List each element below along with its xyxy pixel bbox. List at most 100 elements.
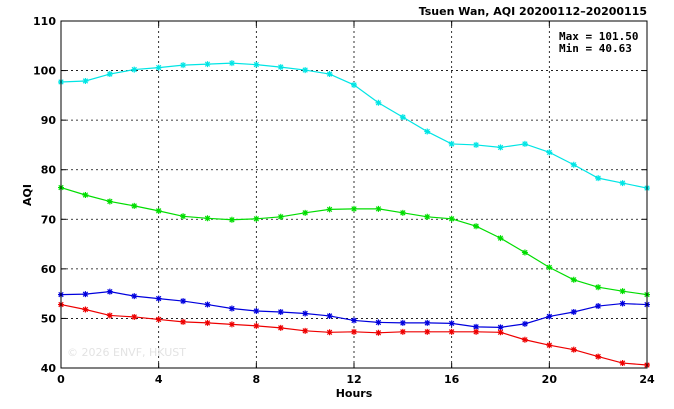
- data-point: [253, 61, 260, 68]
- data-point: [473, 323, 480, 330]
- y-tick-label: 50: [41, 312, 57, 325]
- series-4: [58, 301, 650, 369]
- min-stat: Min = 40.63: [559, 42, 632, 55]
- data-point: [570, 276, 577, 283]
- data-point: [448, 320, 455, 327]
- data-point: [399, 328, 406, 335]
- data-point: [82, 77, 89, 84]
- data-point: [155, 295, 162, 302]
- data-point: [546, 264, 553, 271]
- data-point: [82, 191, 89, 198]
- data-point: [497, 144, 504, 151]
- series-1: [58, 60, 650, 192]
- data-point: [375, 319, 382, 326]
- chart-title: Tsuen Wan, AQI 20200112–20200115: [419, 5, 647, 18]
- data-point: [277, 64, 284, 71]
- data-point: [277, 324, 284, 331]
- data-point: [619, 360, 626, 367]
- data-point: [521, 140, 528, 147]
- y-axis-label: AQI: [21, 184, 34, 206]
- data-point: [595, 175, 602, 182]
- x-tick-label: 4: [155, 373, 163, 386]
- data-point: [204, 61, 211, 68]
- data-point: [619, 288, 626, 295]
- data-point: [351, 328, 357, 335]
- data-point: [228, 216, 235, 223]
- data-point: [570, 161, 577, 168]
- y-tick-label: 110: [33, 15, 56, 28]
- data-point: [106, 312, 113, 319]
- data-point: [155, 316, 162, 323]
- data-point: [399, 114, 406, 121]
- data-point: [375, 205, 382, 212]
- data-point: [228, 60, 235, 67]
- data-point: [448, 215, 455, 222]
- data-point: [424, 213, 431, 220]
- data-point: [595, 303, 602, 310]
- x-tick-label: 24: [639, 373, 655, 386]
- data-point: [204, 215, 211, 222]
- data-point: [326, 71, 333, 78]
- x-tick-label: 20: [542, 373, 558, 386]
- x-axis-label: Hours: [336, 387, 373, 400]
- data-point: [326, 329, 333, 336]
- y-tick-label: 60: [41, 263, 57, 276]
- data-point: [326, 312, 333, 319]
- data-point: [180, 62, 187, 69]
- data-point: [228, 321, 235, 328]
- data-point: [180, 213, 187, 220]
- y-tick-label: 80: [41, 164, 57, 177]
- data-point: [302, 67, 309, 74]
- data-point: [82, 291, 89, 298]
- data-point: [619, 180, 626, 187]
- data-point: [155, 207, 162, 214]
- data-point: [595, 284, 602, 291]
- data-point: [277, 308, 284, 315]
- data-point: [204, 301, 211, 308]
- data-point: [399, 319, 406, 326]
- data-point: [253, 215, 260, 222]
- data-point: [424, 319, 431, 326]
- data-point: [375, 99, 382, 106]
- x-tick-label: 16: [444, 373, 460, 386]
- data-point: [131, 293, 138, 300]
- data-point: [277, 213, 284, 220]
- grid-lines: [61, 21, 647, 368]
- data-point: [106, 288, 113, 295]
- data-point: [351, 81, 357, 88]
- x-tick-label: 12: [346, 373, 361, 386]
- data-point: [424, 328, 431, 335]
- x-tick-label: 8: [253, 373, 261, 386]
- data-point: [448, 140, 455, 147]
- data-point: [521, 336, 528, 343]
- data-point: [106, 71, 113, 78]
- data-point: [228, 305, 235, 312]
- y-tick-label: 90: [41, 114, 57, 127]
- data-point: [546, 149, 553, 156]
- data-point: [131, 202, 138, 209]
- data-point: [473, 141, 480, 148]
- data-point: [131, 66, 138, 73]
- data-point: [595, 353, 602, 360]
- tick-layer: 0 4 8 12 16 20 24 40 50 60 70 80 90 100 110: [33, 15, 655, 386]
- data-point: [570, 308, 577, 315]
- data-point: [521, 320, 528, 327]
- data-point: [302, 327, 309, 334]
- data-point: [302, 209, 309, 216]
- max-stat: Max = 101.50: [559, 30, 638, 43]
- x-tick-label: 0: [57, 373, 65, 386]
- data-point: [155, 64, 162, 71]
- series-2: [58, 184, 650, 298]
- data-point: [253, 307, 260, 314]
- y-tick-label: 100: [33, 65, 56, 78]
- data-point: [570, 346, 577, 353]
- data-point: [204, 319, 211, 326]
- data-point: [473, 223, 480, 230]
- data-point: [131, 313, 138, 320]
- data-point: [497, 324, 504, 331]
- data-point: [619, 300, 626, 307]
- data-point: [326, 206, 333, 213]
- data-point: [180, 298, 187, 305]
- data-point: [521, 249, 528, 256]
